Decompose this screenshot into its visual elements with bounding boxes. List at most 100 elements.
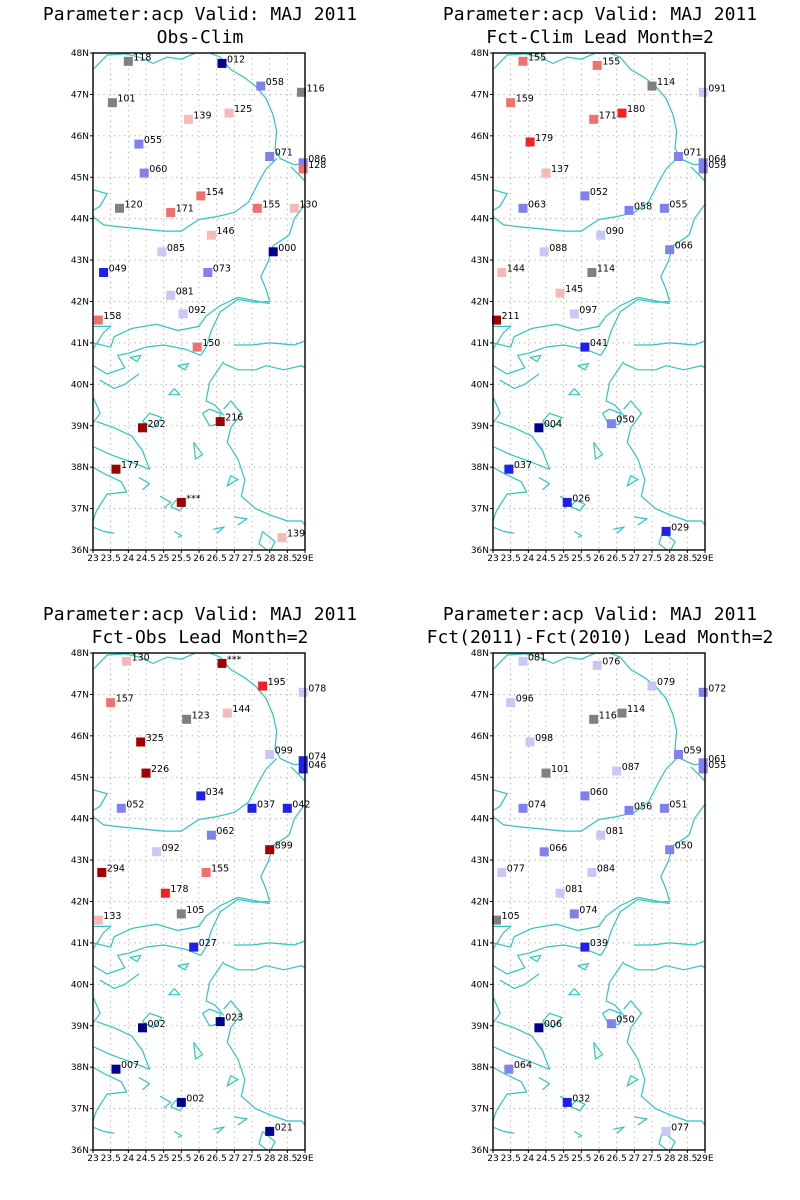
station-value-label: 139 (193, 110, 211, 121)
lon-tick-label: 23.5 (501, 1154, 521, 1164)
lon-tick-label: 26 (593, 1154, 605, 1164)
lon-tick-label: 27 (629, 1154, 640, 1164)
coastline (623, 963, 705, 971)
station-value-label: 144 (232, 704, 250, 715)
lon-tick-label: 24.5 (136, 1154, 156, 1164)
lat-tick-label: 47N (71, 690, 89, 700)
coastline (542, 1012, 563, 1029)
lon-tick-label: 26.5 (607, 554, 627, 564)
lat-tick-label: 41N (471, 339, 489, 349)
lat-tick-label: 43N (471, 256, 489, 266)
coastline (177, 962, 190, 971)
coastline (493, 789, 508, 811)
lon-tick-label: 25.5 (171, 554, 191, 564)
coastline (493, 1066, 528, 1122)
lon-tick-label: 28.5 (277, 1154, 297, 1164)
lat-tick-label: 47N (71, 90, 89, 100)
lon-tick-label: 23.5 (101, 554, 121, 564)
station-marker (217, 658, 227, 668)
station-marker (252, 203, 262, 213)
station-value-label: 074 (528, 799, 546, 810)
station-marker (534, 423, 544, 433)
station-value-label: 118 (133, 52, 151, 63)
station-marker (189, 942, 199, 952)
lat-tick-label: 41N (71, 339, 89, 349)
station-value-label: 085 (167, 243, 185, 254)
coastline (493, 466, 528, 522)
station-marker (562, 497, 572, 507)
coastline (290, 166, 305, 182)
lat-tick-label: 44N (471, 815, 489, 825)
lon-tick-label: 26 (193, 1154, 205, 1164)
lon-tick-label: 28 (664, 554, 676, 564)
lon-tick-label: 24.5 (536, 554, 556, 564)
station-value-label: 074 (308, 752, 326, 763)
station-value-label: 076 (602, 656, 620, 667)
lon-tick-label: 29E (296, 554, 313, 564)
coastline (93, 1126, 115, 1134)
coastline (138, 476, 151, 491)
lon-tick-label: 26 (193, 554, 205, 564)
coastline (567, 388, 581, 396)
station-marker (539, 247, 549, 257)
coastline (690, 166, 705, 182)
station-marker (504, 464, 514, 474)
lon-tick-label: 23 (487, 1154, 498, 1164)
coastline (290, 766, 305, 782)
station-value-label: 155 (211, 864, 229, 875)
station-marker (203, 268, 213, 277)
station-value-label: 150 (202, 338, 220, 349)
coastline (93, 189, 108, 211)
station-value-label: 159 (516, 94, 534, 105)
station-value-label: 051 (669, 799, 687, 810)
station-marker (580, 191, 590, 201)
coastline (159, 495, 172, 510)
station-marker (265, 152, 275, 161)
station-marker (107, 98, 117, 108)
station-marker (492, 315, 501, 325)
station-value-label: 092 (162, 843, 180, 854)
lat-tick-label: 45N (471, 773, 489, 783)
station-value-label: 097 (579, 305, 597, 316)
lat-tick-label: 48N (71, 649, 89, 659)
coastline (223, 363, 305, 371)
station-marker (265, 1126, 275, 1136)
station-marker (136, 737, 146, 747)
station-marker (617, 708, 627, 718)
station-marker (215, 1017, 225, 1027)
station-value-label: 073 (213, 264, 231, 275)
station-value-label: 114 (657, 77, 675, 88)
coastline (205, 961, 225, 1016)
lon-tick-label: 27.5 (242, 1154, 262, 1164)
station-marker (196, 191, 206, 201)
coastline (570, 1099, 586, 1112)
station-marker (289, 203, 299, 213)
station-value-label: 195 (268, 677, 286, 688)
station-value-label: 071 (275, 148, 293, 159)
coastline (529, 354, 542, 363)
station-value-label: 064 (514, 1060, 532, 1071)
station-value-label: 145 (565, 284, 583, 295)
lon-tick-label: 25 (558, 554, 569, 564)
station-marker (201, 868, 211, 877)
station-value-label: 000 (278, 243, 296, 254)
station-marker (665, 845, 675, 855)
station-marker (518, 656, 528, 666)
station-value-label: 062 (216, 826, 234, 837)
station-marker (138, 423, 147, 433)
station-value-label: 179 (535, 133, 553, 144)
station-value-label: 042 (292, 799, 310, 810)
station-marker (587, 868, 597, 877)
station-value-label: 066 (549, 843, 567, 854)
coastline (499, 373, 540, 390)
coastline (612, 1126, 626, 1134)
station-value-label: 158 (103, 311, 121, 322)
station-value-label: 144 (507, 264, 525, 275)
station-value-label: 026 (572, 493, 590, 504)
coastline (173, 1130, 183, 1139)
coastline (658, 530, 676, 550)
lon-tick-label: 24 (123, 554, 135, 564)
lat-tick-label: 44N (71, 815, 89, 825)
station-value-label: 081 (176, 286, 194, 297)
